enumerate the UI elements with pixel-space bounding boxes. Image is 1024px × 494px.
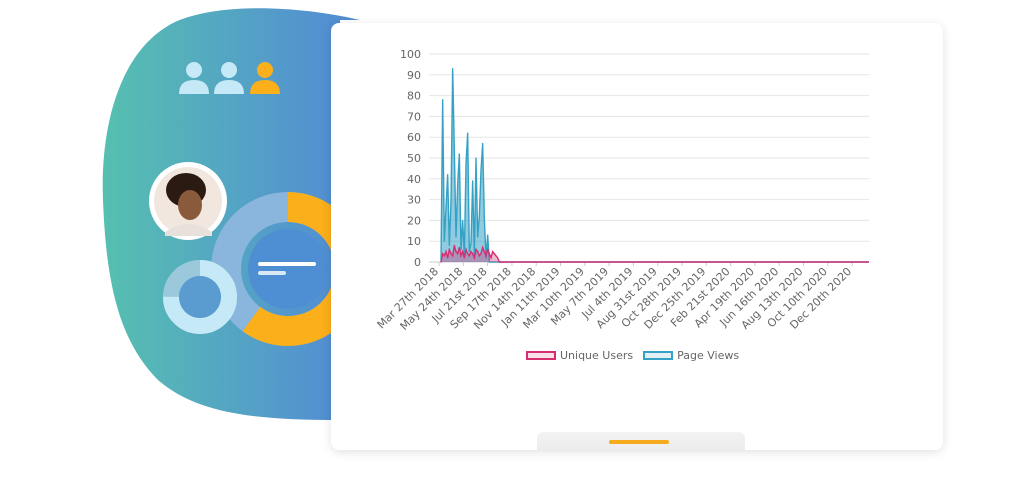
data-point-page-views	[485, 257, 487, 259]
series-area-unique-users	[441, 245, 869, 262]
data-point-page-views	[482, 142, 484, 145]
data-point-unique-users	[473, 257, 475, 259]
data-point-page-views	[448, 244, 450, 246]
data-point-unique-users	[493, 253, 495, 255]
data-point-page-views	[475, 157, 477, 159]
legend-label-page-views: Page Views	[677, 349, 740, 362]
data-point-unique-users	[460, 255, 462, 257]
series-line-unique-users	[440, 245, 869, 263]
data-point-unique-users	[457, 253, 459, 255]
series-area-page-views	[441, 68, 869, 262]
data-point-unique-users	[462, 251, 464, 253]
data-point-unique-users	[470, 251, 472, 253]
data-point-page-views	[453, 149, 455, 151]
data-point-page-views	[483, 217, 485, 219]
data-point-page-views	[468, 251, 470, 253]
data-point-page-views	[488, 261, 490, 263]
series-line-page-views	[440, 68, 869, 263]
data-point-unique-users	[453, 244, 455, 246]
y-tick-label: 70	[407, 110, 421, 123]
data-point-page-views	[462, 219, 464, 221]
y-tick-label: 40	[407, 173, 421, 186]
data-point-unique-users	[447, 257, 449, 259]
data-point-page-views	[460, 248, 462, 251]
data-point-unique-users	[485, 255, 487, 257]
avatar	[149, 162, 227, 240]
legend-label-unique-users: Unique Users	[560, 349, 634, 362]
data-point-unique-users	[455, 251, 457, 253]
data-point-page-views	[477, 236, 479, 238]
data-point-unique-users	[492, 251, 494, 253]
small-donut-chart-decoration	[163, 260, 237, 334]
y-tick-label: 0	[414, 256, 421, 269]
y-tick-label: 30	[407, 194, 421, 207]
data-point-unique-users	[483, 251, 485, 253]
data-point-page-views	[445, 207, 447, 209]
data-point-unique-users	[488, 253, 490, 255]
y-tick-label: 100	[400, 48, 421, 61]
data-point-unique-users	[478, 255, 480, 257]
data-point-unique-users	[467, 253, 469, 255]
data-point-unique-users	[482, 246, 484, 249]
y-tick-label: 20	[407, 214, 421, 227]
legend-swatch-page-views	[643, 351, 674, 360]
data-point-unique-users	[445, 251, 447, 253]
data-point-unique-users	[497, 257, 499, 259]
user-icon	[214, 62, 244, 94]
data-point-page-views	[472, 180, 474, 182]
data-point-page-views	[452, 67, 454, 70]
y-tick-label: 60	[407, 131, 421, 144]
data-point-page-views	[487, 234, 489, 236]
data-point-page-views	[455, 236, 457, 238]
data-point-page-views	[495, 261, 497, 263]
data-point-page-views	[457, 184, 459, 186]
data-point-page-views	[480, 169, 482, 172]
data-point-page-views	[490, 261, 492, 263]
data-point-unique-users	[475, 248, 477, 251]
data-point-unique-users	[440, 261, 442, 263]
data-point-unique-users	[472, 253, 474, 255]
data-point-unique-users	[487, 248, 489, 251]
chart-legend: Unique Users Page Views	[526, 349, 739, 362]
data-point-unique-users	[468, 255, 470, 257]
y-tick-label: 90	[407, 69, 421, 82]
data-point-page-views	[458, 153, 460, 155]
data-point-page-views	[467, 132, 469, 134]
data-point-unique-users	[498, 261, 500, 263]
data-point-page-views	[497, 261, 499, 263]
data-point-unique-users	[452, 255, 454, 257]
y-tick-label: 80	[407, 90, 421, 103]
data-point-page-views	[450, 201, 452, 203]
data-point-unique-users	[450, 253, 452, 255]
data-point-page-views	[443, 240, 445, 242]
card-footer-accent	[609, 440, 669, 444]
data-point-page-views	[470, 242, 472, 244]
data-point-unique-users	[463, 257, 465, 259]
y-tick-label: 50	[407, 152, 421, 165]
data-point-unique-users	[495, 255, 497, 257]
legend-item-unique-users[interactable]: Unique Users	[526, 349, 633, 362]
y-tick-label: 10	[407, 235, 421, 248]
chart-card: 0 10 20 30 40 50 60 70 80 90 100 Mar 27th 2018 May 2…	[331, 23, 943, 450]
data-point-page-views	[493, 261, 495, 263]
data-point-page-views	[492, 261, 494, 263]
legend-item-page-views[interactable]: Page Views	[643, 349, 739, 362]
legend-swatch-unique-users	[526, 351, 556, 360]
data-point-unique-users	[500, 261, 502, 263]
data-point-unique-users	[465, 248, 467, 251]
data-point-page-views	[447, 174, 449, 176]
data-point-unique-users	[442, 253, 444, 255]
data-point-page-views	[478, 215, 480, 217]
data-point-unique-users	[443, 255, 445, 257]
data-point-unique-users	[458, 246, 460, 249]
data-point-page-views	[465, 163, 467, 165]
data-point-unique-users	[480, 253, 482, 255]
data-point-unique-users	[490, 257, 492, 259]
data-point-unique-users	[448, 248, 450, 251]
user-icon	[179, 62, 209, 94]
data-point-unique-users	[477, 251, 479, 253]
user-icon-highlighted	[250, 62, 280, 94]
data-point-page-views	[442, 99, 444, 101]
